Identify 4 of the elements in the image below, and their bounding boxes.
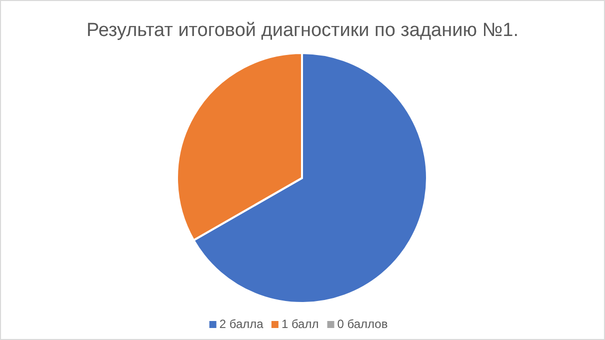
chart-title: Результат итоговой диагностики по заданию №1. <box>86 20 518 41</box>
legend-label: 2 балла <box>219 317 264 331</box>
legend-label: 0 баллов <box>337 317 388 331</box>
legend-label: 1 балл <box>281 317 319 331</box>
